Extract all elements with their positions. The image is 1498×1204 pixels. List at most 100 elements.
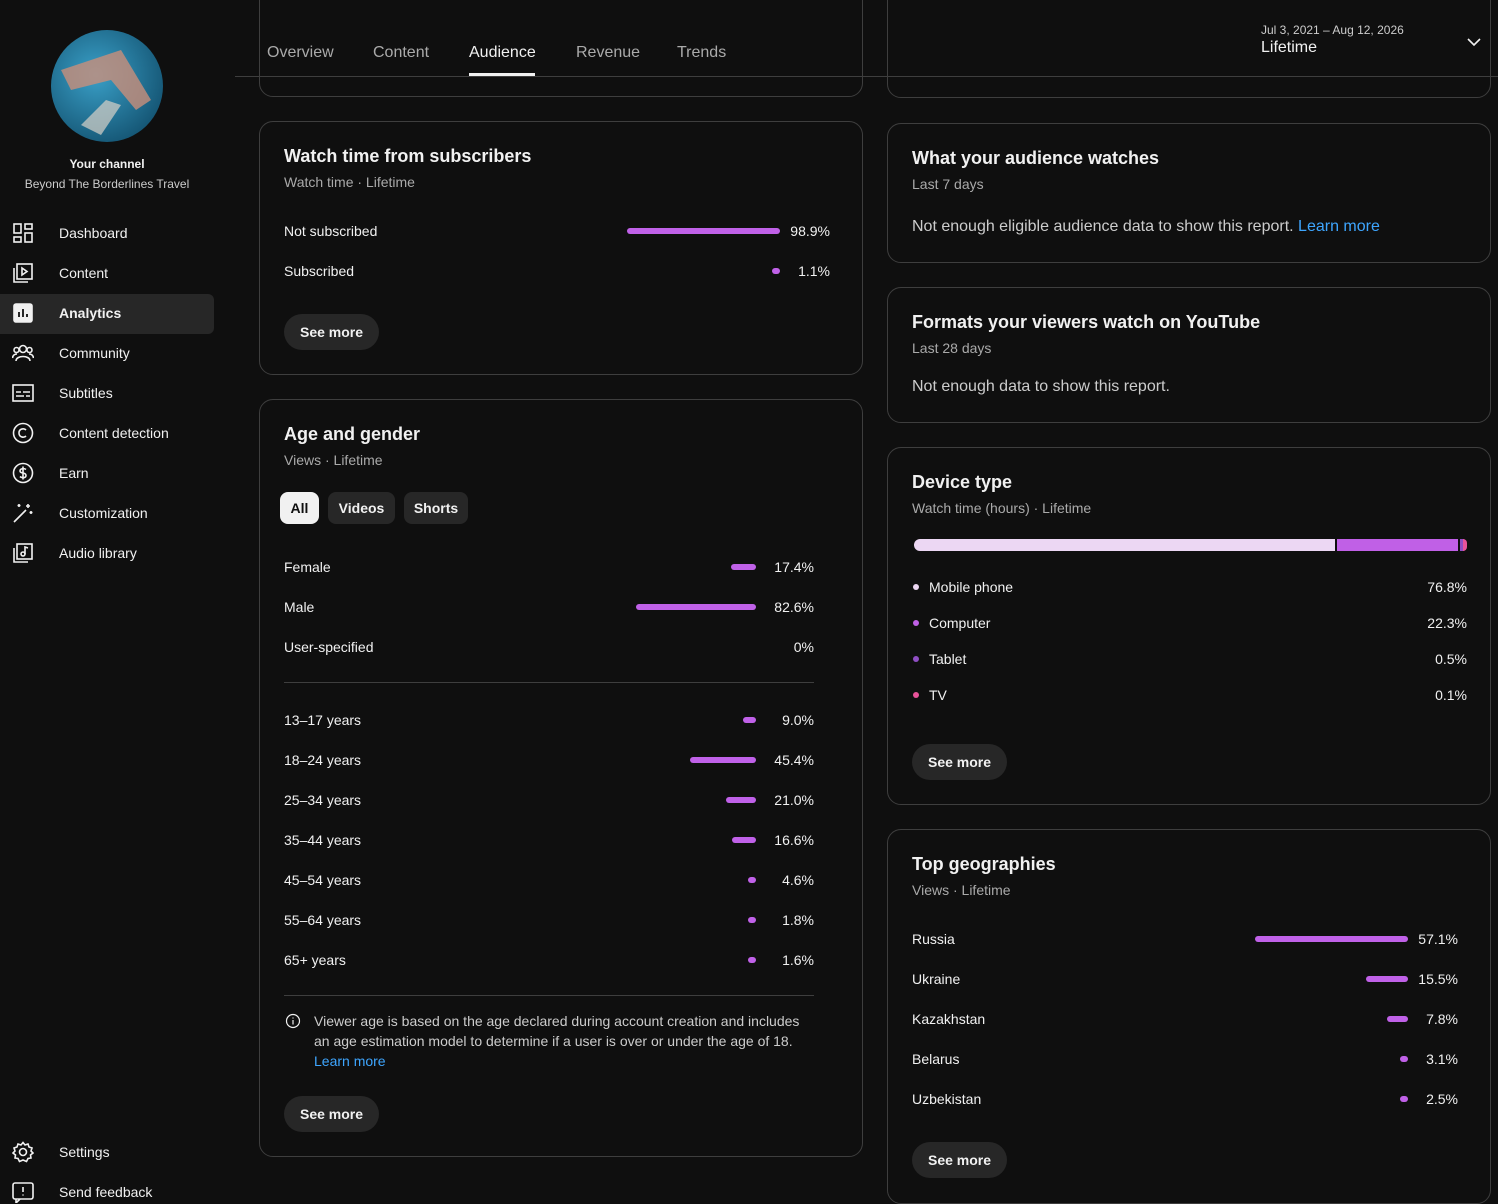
legend-dot (913, 584, 919, 590)
nav-icon[interactable] (12, 502, 34, 524)
legend-dot (913, 692, 919, 698)
row-label: Female (284, 559, 331, 575)
card-message: Not enough data to show this report. (912, 378, 1170, 395)
date-period[interactable]: Lifetime (1261, 39, 1318, 56)
nav-item[interactable]: Content (59, 265, 109, 281)
bar (1254, 936, 1408, 942)
row-value: 1.8% (782, 912, 814, 928)
row-value: 57.1% (1418, 931, 1458, 947)
nav-icon[interactable] (12, 1181, 34, 1203)
row-label: Kazakhstan (912, 1011, 986, 1027)
divider (284, 995, 814, 996)
nav-item[interactable]: Send feedback (59, 1184, 153, 1200)
filter-chip[interactable]: Videos (328, 492, 395, 524)
tab[interactable]: Trends (677, 44, 727, 61)
message-text: Not enough eligible audience data to sho… (912, 218, 1294, 235)
device-segment (1460, 539, 1465, 551)
nav-item[interactable]: Earn (59, 465, 89, 481)
date-range[interactable]: Jul 3, 2021 – Aug 12, 2026 (1261, 23, 1404, 37)
bar (1387, 1016, 1408, 1022)
nav-item[interactable]: Content detection (59, 425, 169, 441)
bar (1366, 976, 1408, 982)
nav-icon[interactable] (12, 302, 34, 324)
see-more-button[interactable]: See more (284, 314, 380, 350)
nav-icon[interactable] (12, 462, 34, 484)
bar (731, 837, 756, 843)
tab[interactable]: Overview (267, 44, 334, 61)
row-value: 16.6% (774, 832, 814, 848)
row-label: Russia (912, 931, 955, 947)
card-title: Formats your viewers watch on YouTube (912, 312, 1261, 332)
row-label: 55–64 years (284, 912, 362, 928)
bar (748, 877, 756, 883)
legend-dot (913, 620, 919, 626)
nav-item[interactable]: Subtitles (59, 385, 113, 401)
device-type-card: Device type Watch time (hours) · Lifetim… (887, 447, 1491, 805)
see-more-button[interactable]: See more (284, 1096, 380, 1132)
header: Overview Content Audience Revenue Trends Jul… (235, 0, 1498, 77)
row-label: User-specified (284, 639, 374, 655)
bar (748, 957, 756, 963)
geographies-card: Top geographies Views · Lifetime See mor… (887, 829, 1491, 1204)
card-title: Device type (912, 472, 1013, 492)
device-label: Computer (929, 615, 991, 631)
row-label: 45–54 years (284, 872, 362, 888)
card-subtitle: Last 7 days (912, 176, 984, 192)
row-label: Uzbekistan (912, 1091, 982, 1107)
filter-chip[interactable]: All (280, 492, 319, 524)
row-label: Subscribed (284, 263, 355, 279)
bar (742, 717, 756, 723)
age-gender-card: Age and gender Views · Lifetime Viewer a… (259, 399, 863, 1157)
nav-icon[interactable] (12, 222, 34, 244)
row-label: 25–34 years (284, 792, 362, 808)
card-message: Not enough eligible audience data to sho… (912, 217, 1380, 237)
bar (626, 228, 780, 234)
tab[interactable]: Audience (469, 44, 536, 61)
active-tab-indicator (469, 73, 535, 76)
active-nav-highlight (0, 294, 214, 334)
nav-icon[interactable] (12, 1141, 34, 1163)
nav-icon[interactable] (12, 262, 34, 284)
tab[interactable]: Content (373, 44, 430, 61)
row-label: 18–24 years (284, 752, 362, 768)
nav-item[interactable]: Settings (59, 1144, 110, 1160)
sidebar: Your channel Beyond The Borderlines Trav… (0, 0, 214, 1204)
nav-icon[interactable] (12, 382, 34, 404)
row-label: 13–17 years (284, 712, 362, 728)
card-subtitle: Last 28 days (912, 340, 992, 356)
bar (636, 604, 756, 610)
nav-item[interactable]: Customization (59, 505, 148, 521)
tab[interactable]: Revenue (576, 44, 641, 61)
nav-item[interactable]: Dashboard (59, 225, 128, 241)
nav-item[interactable]: Audio library (59, 545, 137, 561)
nav-icon[interactable] (12, 342, 34, 364)
row-value: 1.6% (782, 952, 814, 968)
device-segment (914, 539, 1336, 551)
bar (1400, 1096, 1408, 1102)
row-value: 0% (793, 639, 814, 655)
nav-icon[interactable] (12, 422, 34, 444)
learn-more-link[interactable]: Learn more (1298, 218, 1380, 235)
card-title: Age and gender (284, 424, 421, 444)
bar (772, 268, 780, 274)
nav-item[interactable]: Analytics (59, 305, 122, 321)
channel-name: Beyond The Borderlines Travel (24, 177, 190, 191)
filter-chip[interactable]: Shorts (404, 492, 468, 524)
formats-card: Formats your viewers watch on YouTube La… (887, 287, 1491, 423)
device-label: Mobile phone (929, 579, 1014, 595)
date-dropdown-icon[interactable] (1466, 34, 1482, 50)
see-more-button[interactable]: See more (912, 1142, 1008, 1178)
nav-icon[interactable] (12, 542, 34, 564)
note-link[interactable]: Learn more (314, 1053, 386, 1069)
legend-dot (913, 656, 919, 662)
nav-item[interactable]: Community (59, 345, 130, 361)
device-value: 22.3% (1427, 615, 1467, 631)
channel-avatar[interactable] (51, 30, 163, 142)
age-note: Viewer age is based on the age declared … (314, 1011, 814, 1071)
see-more-button[interactable]: See more (912, 744, 1008, 780)
row-label: Not subscribed (284, 223, 378, 239)
row-value: 21.0% (774, 792, 814, 808)
row-label: Male (284, 599, 315, 615)
device-label: Tablet (929, 651, 967, 667)
